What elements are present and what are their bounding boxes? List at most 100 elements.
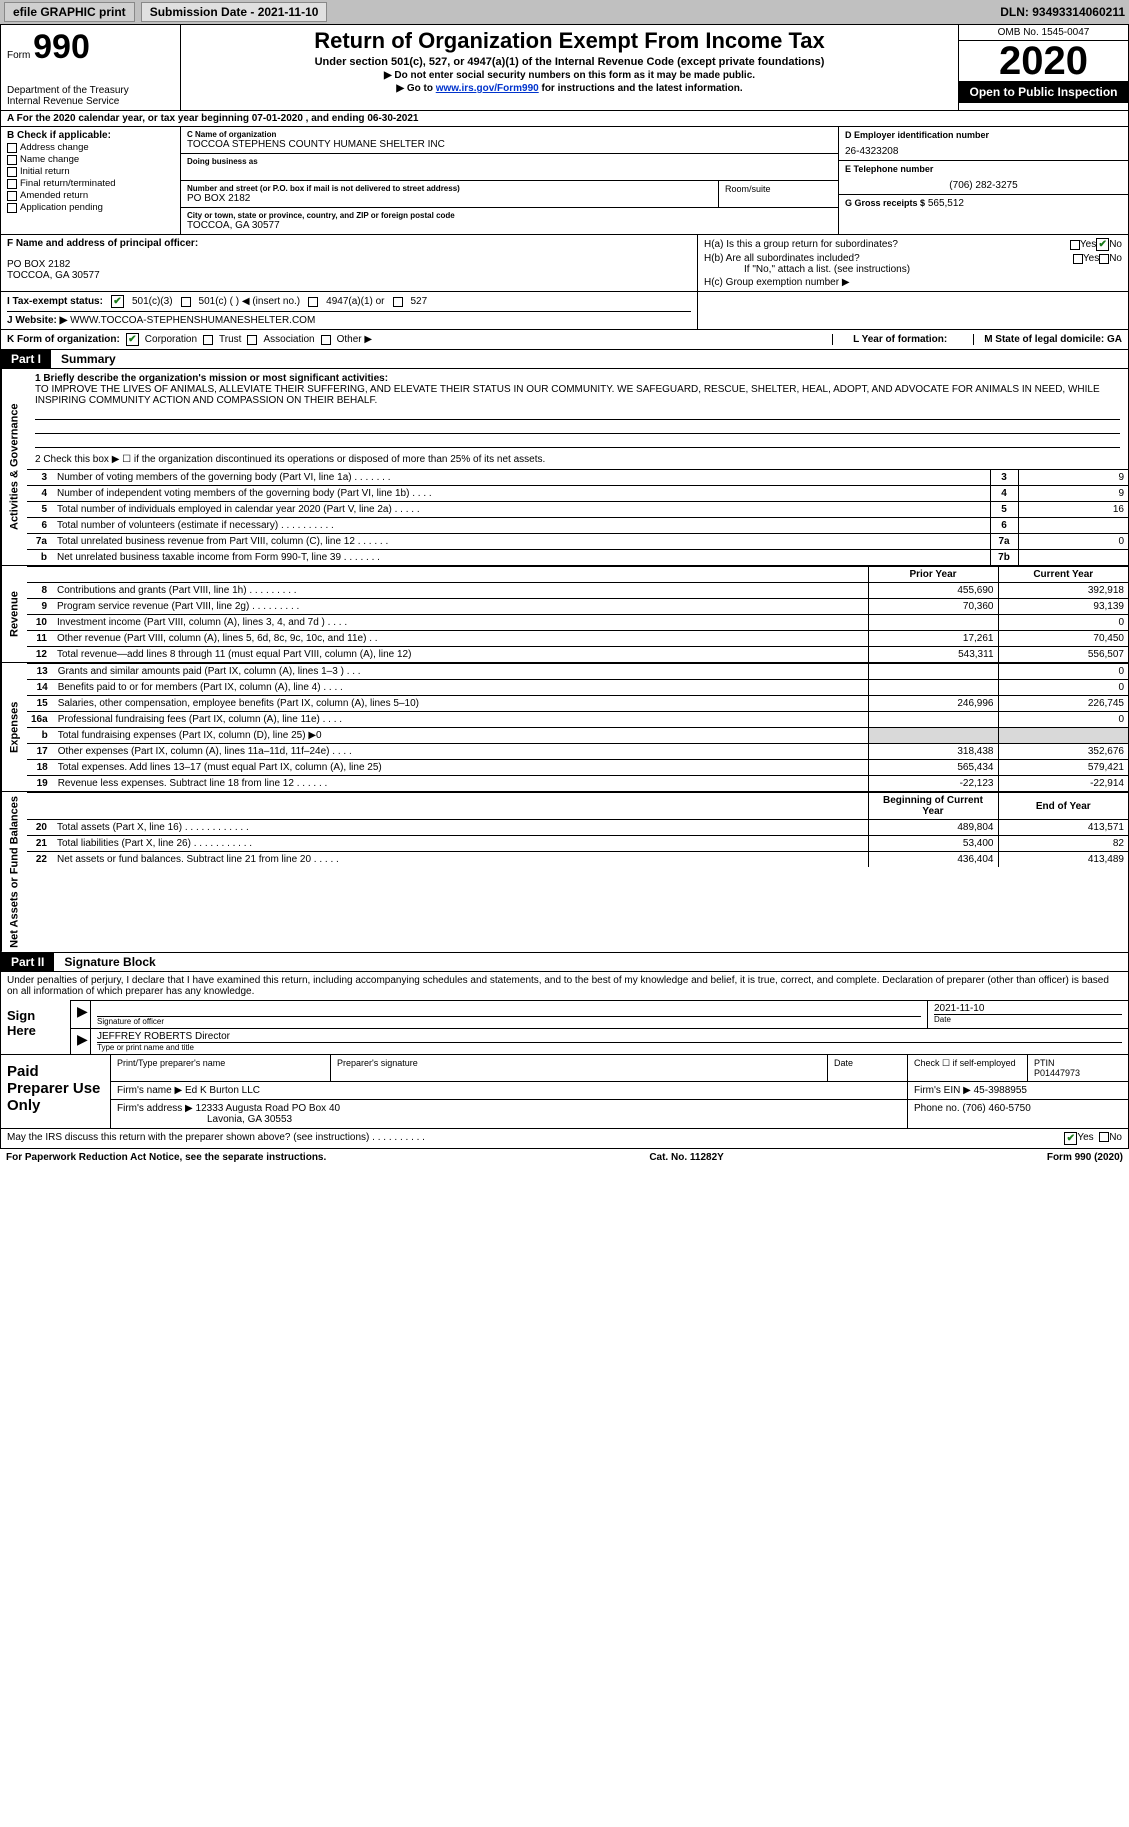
assoc-checkbox[interactable] (247, 335, 257, 345)
table-row: 5Total number of individuals employed in… (27, 502, 1128, 518)
city-cell: City or town, state or province, country… (181, 208, 838, 234)
checkbox-label: Initial return (20, 166, 70, 177)
street-cell: Number and street (or P.O. box if mail i… (181, 181, 718, 207)
checkbox[interactable] (7, 143, 17, 153)
discuss-no-checkbox[interactable] (1099, 1132, 1109, 1142)
current-year-value: 93,139 (998, 599, 1128, 615)
row-label: Number of independent voting members of … (53, 486, 990, 502)
part1-title: Summary (51, 350, 126, 368)
hb-no-label: No (1109, 253, 1122, 264)
submission-date-button[interactable]: Submission Date - 2021-11-10 (141, 2, 328, 22)
line-k: K Form of organization: ✔ Corporation Tr… (0, 330, 1129, 350)
revenue-section: Revenue Prior YearCurrent Year8Contribut… (0, 566, 1129, 663)
room-cell: Room/suite (718, 181, 838, 207)
row-num: 10 (27, 615, 53, 631)
checkbox[interactable] (7, 179, 17, 189)
row-num: 11 (27, 631, 53, 647)
preparer-block: Paid Preparer Use Only Print/Type prepar… (0, 1055, 1129, 1129)
state-domicile: M State of legal domicile: GA (973, 334, 1122, 345)
table-header-row: Beginning of Current YearEnd of Year (27, 793, 1128, 820)
arrow-icon: ▶ (77, 1003, 88, 1019)
sign-here-label: Sign Here (1, 1000, 71, 1054)
checkbox[interactable] (7, 191, 17, 201)
checkbox[interactable] (7, 155, 17, 165)
row-label: Grants and similar amounts paid (Part IX… (54, 664, 868, 680)
ha-yes-checkbox[interactable] (1070, 240, 1080, 250)
hb-yes-checkbox[interactable] (1073, 254, 1083, 264)
row-num: 14 (27, 680, 54, 696)
hc-label: H(c) Group exemption number ▶ (704, 277, 1122, 288)
row-num: 21 (27, 836, 53, 852)
net-side-label: Net Assets or Fund Balances (1, 792, 27, 952)
entity-block: B Check if applicable: Address changeNam… (0, 127, 1129, 235)
form-subtitle: Under section 501(c), 527, or 4947(a)(1)… (191, 56, 948, 68)
checkbox[interactable] (7, 167, 17, 177)
row-value: 9 (1018, 486, 1128, 502)
row-box: 3 (990, 470, 1018, 486)
current-year-value: 0 (998, 615, 1128, 631)
current-year-value: 0 (998, 680, 1128, 696)
table-row: 14Benefits paid to or for members (Part … (27, 680, 1128, 696)
block-de: D Employer identification number 26-4323… (838, 127, 1128, 234)
row-num: 4 (27, 486, 53, 502)
hb-label: H(b) Are all subordinates included? (704, 253, 1073, 264)
opt-trust: Trust (219, 334, 241, 345)
discuss-yes-checkbox[interactable]: ✔ (1064, 1132, 1077, 1145)
trust-checkbox[interactable] (203, 335, 213, 345)
row-num: 5 (27, 502, 53, 518)
mission-block: 1 Briefly describe the organization's mi… (27, 369, 1128, 469)
table-row: 19Revenue less expenses. Subtract line 1… (27, 776, 1128, 792)
4947-checkbox[interactable] (308, 297, 318, 307)
row-label: Total number of volunteers (estimate if … (53, 518, 990, 534)
efile-print-button[interactable]: efile GRAPHIC print (4, 2, 135, 22)
revenue-table: Prior YearCurrent Year8Contributions and… (27, 566, 1128, 662)
form-header: Form 990 Department of the Treasury Inte… (0, 24, 1129, 111)
prior-year-value (868, 728, 998, 744)
current-year-value: 556,507 (998, 647, 1128, 663)
year-formation-label: L Year of formation: (832, 334, 967, 345)
header-right: OMB No. 1545-0047 2020 Open to Public In… (958, 25, 1128, 110)
block-b-item: Address change (7, 142, 174, 153)
opt-corp: Corporation (145, 334, 197, 345)
opt-other: Other ▶ (337, 334, 372, 345)
corp-checkbox[interactable]: ✔ (126, 333, 139, 346)
officer-addr2: TOCCOA, GA 30577 (7, 270, 691, 281)
signature-block: Under penalties of perjury, I declare th… (0, 972, 1129, 1055)
table-row: 3Number of voting members of the governi… (27, 470, 1128, 486)
gross-receipts-value: 565,512 (928, 198, 964, 209)
row-label: Investment income (Part VIII, column (A)… (53, 615, 868, 631)
arrow-icon: ▶ (77, 1031, 88, 1047)
row-num: 12 (27, 647, 53, 663)
row-label: Program service revenue (Part VIII, line… (53, 599, 868, 615)
city-value: TOCCOA, GA 30577 (187, 220, 832, 231)
sig-officer-label: Signature of officer (97, 1017, 921, 1026)
gross-receipts-label: G Gross receipts $ (845, 198, 925, 208)
row-label: Total fundraising expenses (Part IX, col… (54, 728, 868, 744)
501c3-checkbox[interactable]: ✔ (111, 295, 124, 308)
row-num: 13 (27, 664, 54, 680)
irs-form990-link[interactable]: www.irs.gov/Form990 (436, 83, 539, 94)
other-checkbox[interactable] (321, 335, 331, 345)
table-row: 15Salaries, other compensation, employee… (27, 696, 1128, 712)
block-c: C Name of organization TOCCOA STEPHENS C… (181, 127, 838, 234)
table-row: 10Investment income (Part VIII, column (… (27, 615, 1128, 631)
501c-checkbox[interactable] (181, 297, 191, 307)
mission-text: TO IMPROVE THE LIVES OF ANIMALS, ALLEVIA… (35, 384, 1120, 406)
table-row: 21Total liabilities (Part X, line 26) . … (27, 836, 1128, 852)
officer-label: F Name and address of principal officer: (7, 238, 691, 249)
527-checkbox[interactable] (393, 297, 403, 307)
prep-date-hdr: Date (828, 1055, 908, 1081)
ha-no-checkbox[interactable]: ✔ (1096, 238, 1109, 251)
check-icon: ✔ (1067, 1133, 1075, 1144)
expenses-table: 13Grants and similar amounts paid (Part … (27, 663, 1128, 791)
hb-no-checkbox[interactable] (1099, 254, 1109, 264)
ha-label: H(a) Is this a group return for subordin… (704, 239, 1070, 250)
firm-name-value: Ed K Burton LLC (185, 1085, 260, 1096)
current-year-value: 0 (998, 664, 1128, 680)
row-label: Salaries, other compensation, employee b… (54, 696, 868, 712)
part1-tag: Part I (1, 350, 51, 368)
table-row: 17Other expenses (Part IX, column (A), l… (27, 744, 1128, 760)
checkbox[interactable] (7, 203, 17, 213)
cat-no: Cat. No. 11282Y (649, 1152, 723, 1163)
table-row: 6Total number of volunteers (estimate if… (27, 518, 1128, 534)
